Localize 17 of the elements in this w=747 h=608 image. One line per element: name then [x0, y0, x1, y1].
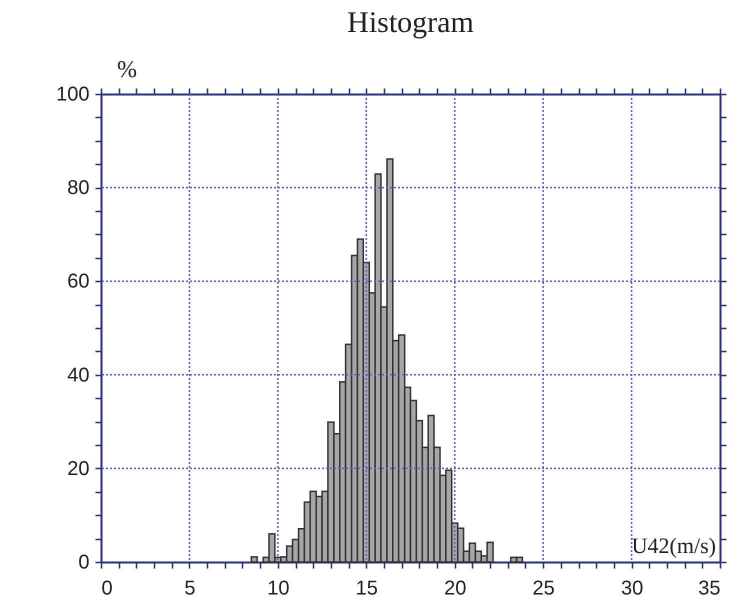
y-tick-label: 60: [67, 270, 90, 293]
y-tick-label: 100: [56, 84, 90, 106]
x-tick-label: 30: [620, 578, 644, 600]
x-tick-label: 20: [444, 578, 466, 600]
y-tick-label: 0: [78, 552, 90, 574]
y-axis-title: %: [117, 57, 137, 83]
x-tick-label: 25: [532, 578, 555, 600]
x-tick-label: 5: [184, 578, 196, 600]
chart-title: Histogram: [347, 6, 474, 39]
x-axis-title: U42(m/s): [632, 533, 716, 558]
y-tick-label: 20: [67, 458, 90, 480]
y-tick-label: 40: [67, 364, 90, 386]
y-tick-label: 80: [67, 177, 90, 200]
x-tick-label: 15: [356, 578, 378, 600]
x-tick-label: 10: [267, 578, 290, 600]
x-tick-label: 35: [698, 578, 720, 600]
x-tick-label: 0: [102, 578, 113, 600]
